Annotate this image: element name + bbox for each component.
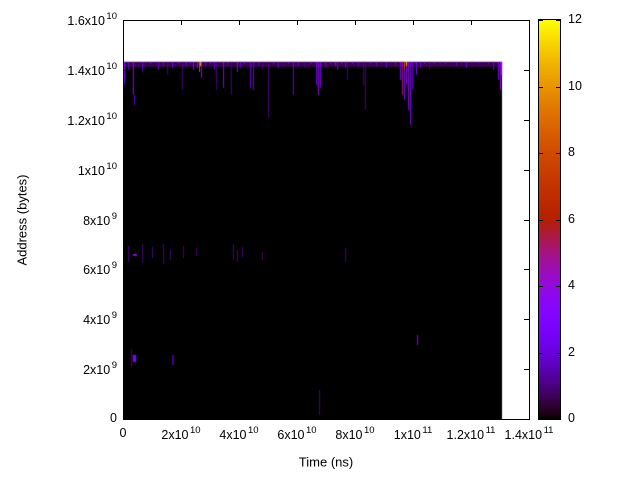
x-tick-label: 1x10 11	[393, 425, 433, 443]
x-tick-mirror	[471, 20, 472, 25]
y-tick-mirror	[524, 419, 529, 420]
y-tick	[123, 20, 128, 21]
y-tick-mirror	[524, 369, 529, 371]
x-tick-label: 1.2x10 11	[446, 425, 496, 443]
x-axis-title: Time (ns)	[298, 454, 354, 470]
x-tick-mirror	[181, 20, 182, 25]
y-tick	[123, 69, 128, 71]
x-tick-label: 2x10 10	[161, 425, 201, 443]
colorbar-canvas	[539, 20, 560, 419]
colorbar-tick-label: 0	[568, 411, 575, 425]
y-tick-mirror	[524, 119, 529, 121]
colorbar-tick-label: 6	[568, 211, 575, 226]
colorbar-tick	[556, 20, 560, 21]
colorbar-tick	[539, 286, 543, 287]
x-tick-mirror	[239, 20, 240, 25]
x-tick-label: 6x10 10	[277, 425, 317, 443]
x-tick	[413, 414, 414, 419]
y-tick-mirror	[524, 219, 529, 221]
x-tick	[355, 414, 356, 419]
y-tick	[123, 219, 128, 221]
x-tick-mirror	[297, 20, 298, 25]
y-tick	[123, 319, 128, 321]
y-tick-label: 6x10 9	[83, 260, 117, 278]
y-tick-mirror	[524, 20, 529, 21]
y-tick	[123, 169, 128, 171]
y-tick-label: 1.2x10 10	[67, 110, 117, 128]
y-tick-mirror	[524, 319, 529, 321]
colorbar-tick	[539, 352, 543, 354]
heatmap-canvas	[123, 20, 529, 419]
y-tick-mirror	[524, 69, 529, 71]
y-tick-label: 8x10 9	[83, 210, 117, 228]
x-tick	[529, 414, 530, 419]
colorbar-tick-label: 2	[568, 344, 575, 359]
colorbar-tick-label: 10	[568, 78, 582, 93]
colorbar-tick	[539, 153, 543, 154]
colorbar-frame	[538, 19, 561, 420]
colorbar-tick	[556, 153, 560, 154]
y-tick-label: 4x10 9	[83, 310, 117, 328]
y-axis-title: Address (bytes)	[14, 174, 30, 266]
colorbar-tick	[556, 219, 560, 221]
x-tick	[471, 414, 472, 419]
colorbar-tick-label: 12	[568, 12, 582, 26]
colorbar-tick	[539, 219, 543, 221]
plot-frame	[123, 20, 530, 420]
x-tick	[239, 414, 240, 419]
colorbar-tick-label: 8	[568, 145, 575, 159]
y-tick-label: 2x10 9	[83, 360, 117, 378]
colorbar-tick	[539, 20, 543, 21]
colorbar-tick	[539, 86, 543, 88]
colorbar-tick	[556, 352, 560, 354]
x-tick	[181, 414, 182, 419]
colorbar-tick-label: 4	[568, 278, 575, 292]
colorbar-tick	[556, 286, 560, 287]
y-tick	[123, 269, 128, 271]
x-tick-label: 4x10 10	[219, 425, 259, 443]
x-tick-label: 8x10 10	[335, 425, 375, 443]
colorbar-tick	[539, 419, 543, 420]
x-tick-mirror	[529, 20, 530, 25]
x-tick	[123, 414, 124, 419]
y-tick-label: 0	[110, 411, 117, 425]
x-tick-mirror	[413, 20, 414, 25]
y-tick-label: 1x10 10	[77, 160, 117, 178]
y-tick-mirror	[524, 269, 529, 271]
x-tick	[297, 414, 298, 419]
x-tick-label: 1.4x10 11	[504, 425, 554, 443]
y-tick	[123, 419, 128, 420]
y-tick	[123, 369, 128, 371]
x-tick-mirror	[355, 20, 356, 25]
y-tick-mirror	[524, 169, 529, 171]
x-tick-mirror	[123, 20, 124, 25]
y-tick-label: 1.4x10 10	[67, 60, 117, 79]
y-tick	[123, 119, 128, 121]
y-tick-label: 1.6x10 10	[67, 11, 117, 29]
colorbar-tick	[556, 86, 560, 88]
colorbar-tick	[556, 419, 560, 420]
x-tick-label: 0	[119, 426, 127, 440]
